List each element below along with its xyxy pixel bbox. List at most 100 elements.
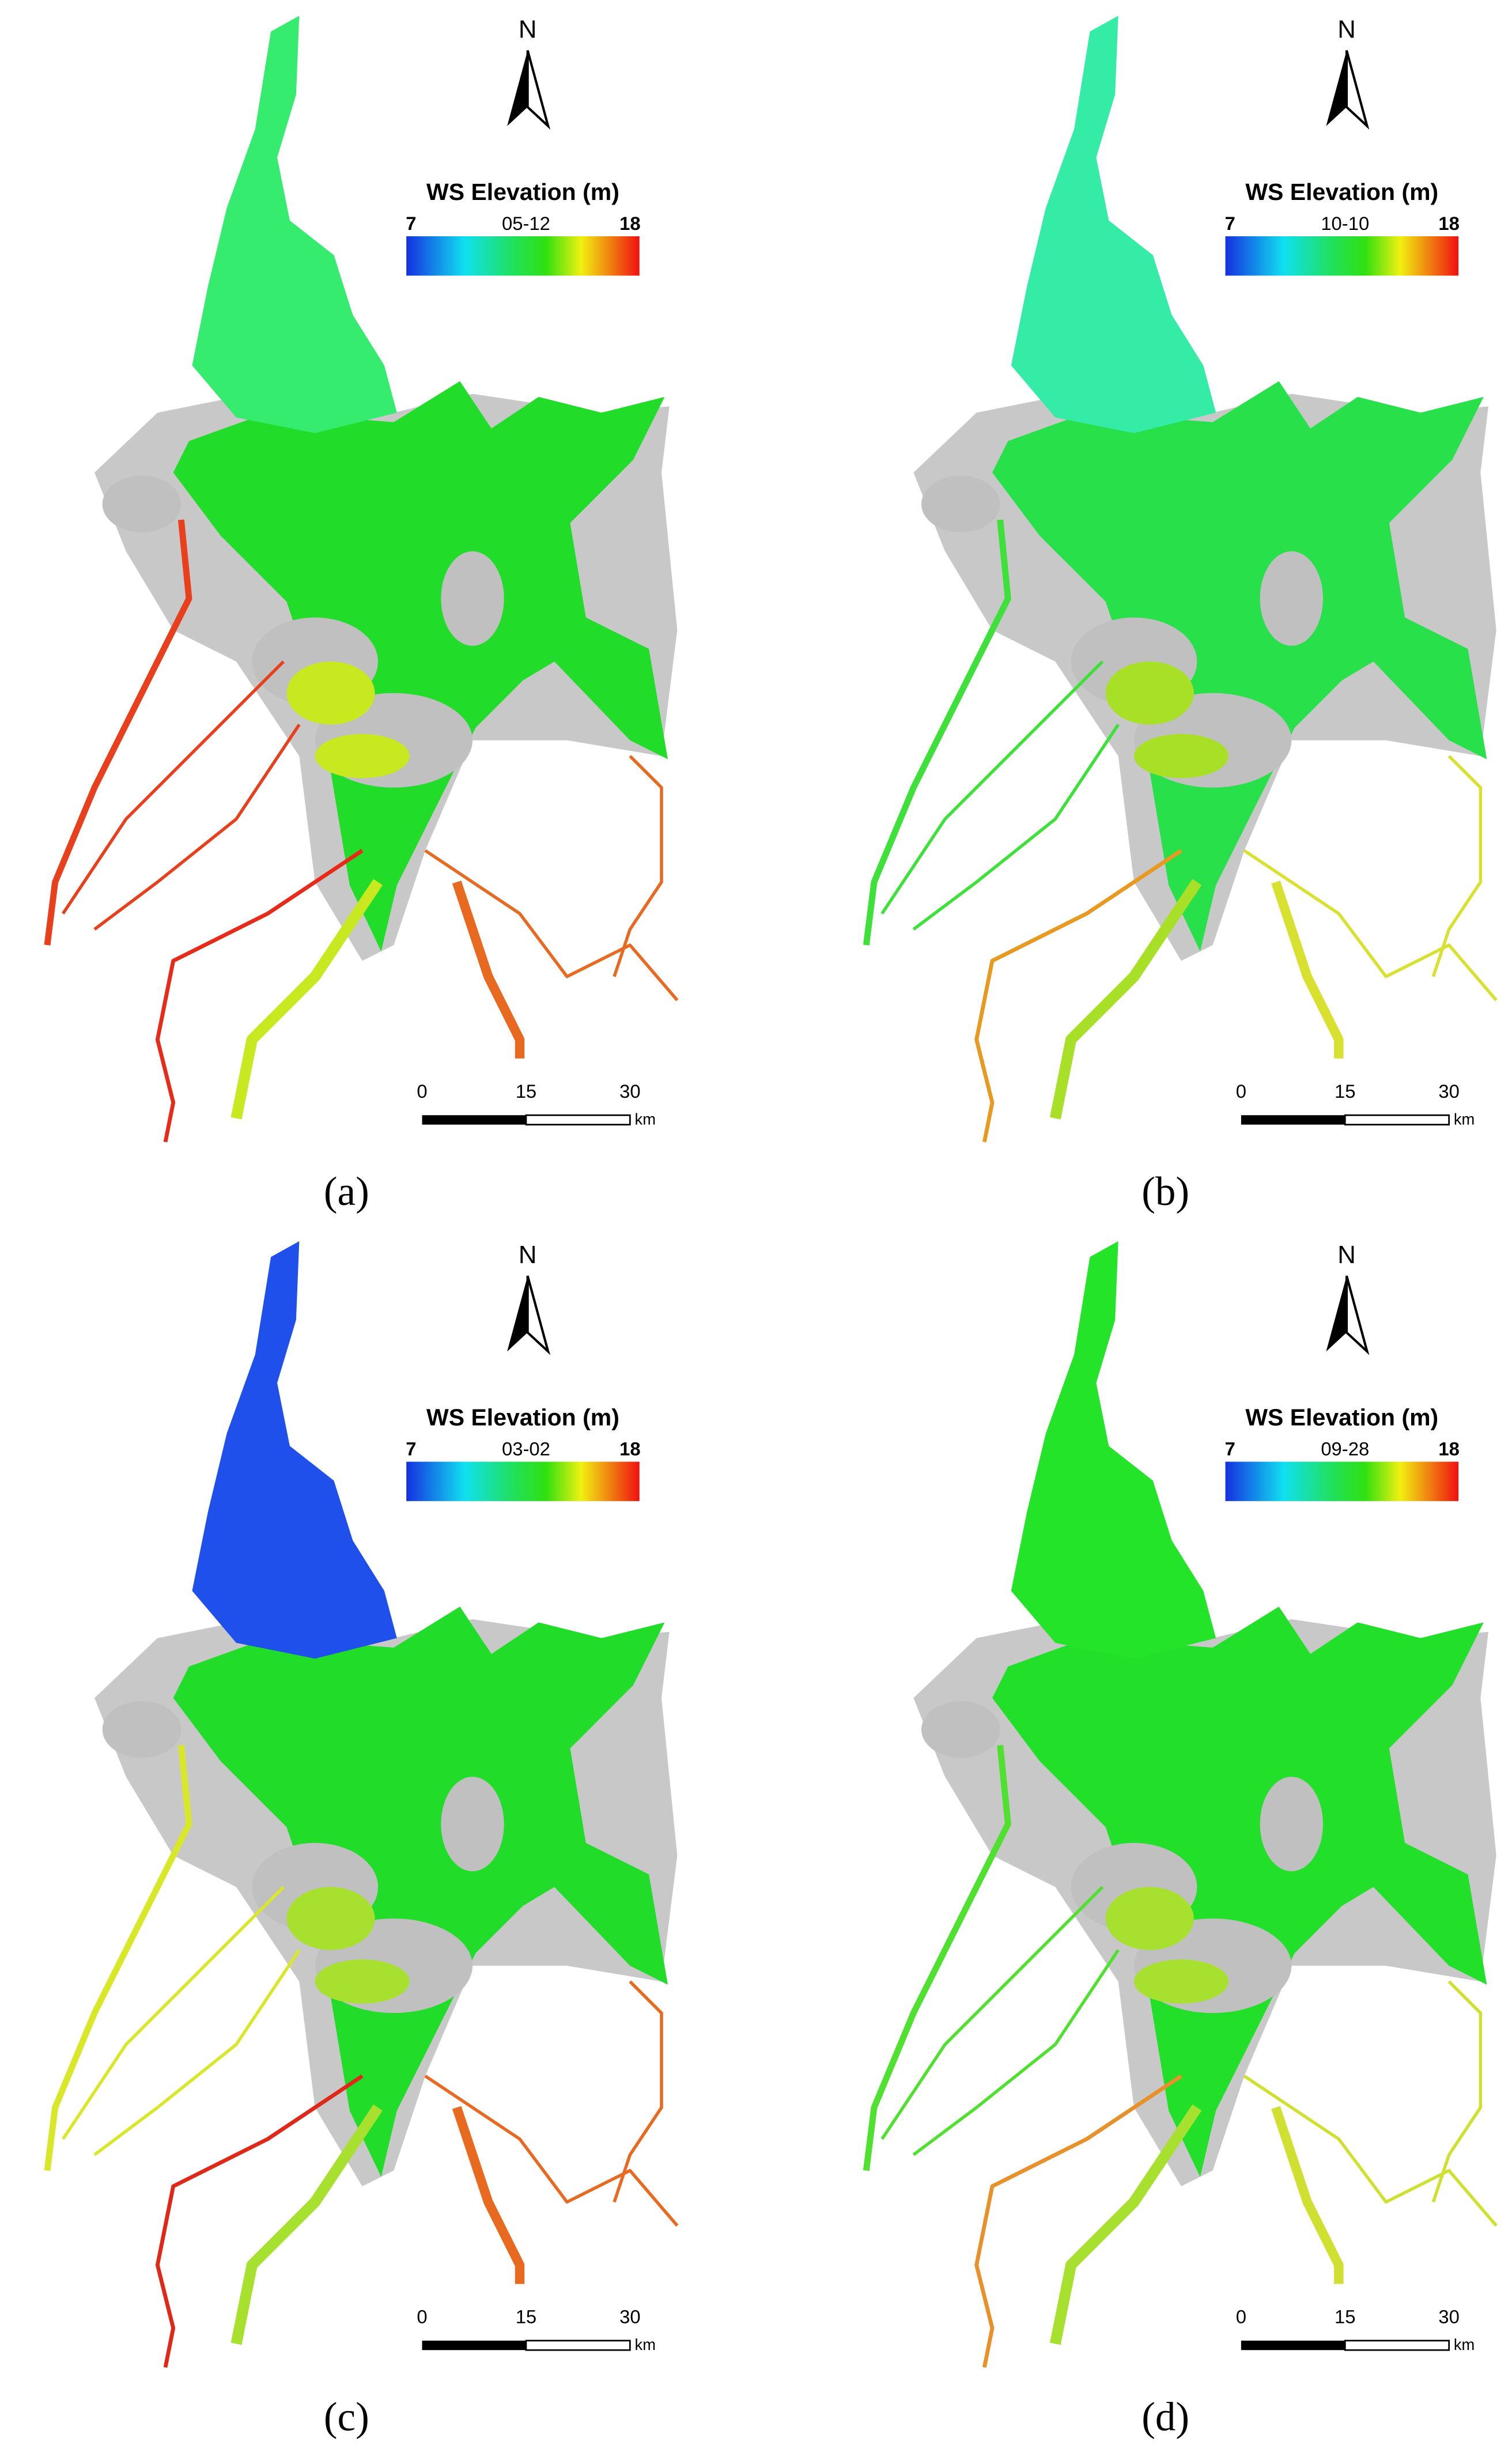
north-arrow	[1345, 50, 1370, 130]
scale-bar-light	[1344, 2340, 1450, 2351]
river	[613, 755, 663, 977]
floodplain	[1105, 662, 1194, 725]
map-panel: N WS Elevation (m) 7 05-12 18 0 15 30 km (a)	[44, 16, 679, 1214]
water-body	[173, 1607, 668, 2177]
scale-unit: km	[635, 2336, 656, 2353]
water-body	[173, 381, 668, 951]
river	[1049, 2104, 1202, 2345]
legend-date: 05-12	[502, 213, 550, 234]
river	[44, 1744, 192, 2171]
river	[62, 660, 285, 915]
legend-max: 18	[1438, 1438, 1459, 1460]
legend-date: 10-10	[1321, 213, 1369, 234]
scale-label: 0	[1236, 1080, 1246, 1102]
map-panel: N WS Elevation (m) 7 09-28 18 0 15 30 km (d)	[863, 1241, 1498, 2440]
scale-unit: km	[635, 1110, 656, 1128]
land-patch	[1260, 551, 1323, 646]
north-arm	[1011, 1241, 1216, 1659]
river	[1271, 881, 1344, 1059]
river	[44, 519, 192, 946]
floodplain	[286, 1887, 375, 1950]
legend-max: 18	[619, 213, 640, 234]
north-arm	[192, 16, 397, 433]
north-arrow	[507, 1276, 528, 1352]
scale-label: 15	[516, 1080, 536, 1102]
scale-bar-dark	[422, 2340, 526, 2351]
river	[93, 723, 301, 931]
floodplain	[1134, 734, 1228, 779]
north-arrow	[1345, 1275, 1370, 1355]
water-body	[992, 381, 1487, 951]
river	[452, 881, 525, 1059]
panel-label: (b)	[1141, 1169, 1189, 1214]
land-patch	[441, 1777, 504, 1872]
scale-label: 30	[1438, 2306, 1459, 2328]
north-arrow	[507, 50, 528, 126]
river	[452, 2106, 525, 2284]
color-ramp	[406, 236, 640, 276]
panel-label: (d)	[1141, 2395, 1189, 2440]
legend-max: 18	[619, 1438, 640, 1460]
floodplain	[315, 1959, 410, 2004]
river	[155, 2074, 364, 2368]
river	[230, 879, 383, 1120]
river	[93, 1949, 301, 2156]
color-ramp	[406, 1461, 640, 1501]
land-patch	[441, 551, 504, 646]
north-label: N	[1337, 16, 1356, 44]
river	[912, 723, 1120, 931]
north-arrow	[1326, 50, 1347, 126]
scale-label: 15	[1335, 2306, 1355, 2328]
river	[1243, 849, 1498, 1002]
floodplain	[315, 734, 410, 779]
north-label: N	[519, 16, 537, 44]
scale-bar-dark	[422, 1115, 526, 1125]
river	[880, 660, 1104, 915]
color-ramp	[1225, 1461, 1459, 1501]
map-panel: N WS Elevation (m) 7 03-02 18 0 15 30 km (c)	[44, 1241, 679, 2440]
scale-label: 0	[1236, 2306, 1246, 2328]
river	[880, 1886, 1104, 2140]
floodplain	[1134, 1959, 1228, 2004]
scale-unit: km	[1454, 1110, 1475, 1128]
river	[974, 2074, 1182, 2368]
scale-bar-dark	[1241, 2340, 1345, 2351]
river	[1431, 1980, 1483, 2203]
scale-bar-light	[525, 2340, 631, 2351]
scale-label: 30	[619, 2306, 640, 2328]
scale-unit: km	[1454, 2336, 1475, 2353]
legend-title: WS Elevation (m)	[426, 1404, 619, 1431]
north-label: N	[1337, 1241, 1356, 1269]
map-panel: N WS Elevation (m) 7 10-10 18 0 15 30 km (b)	[863, 16, 1498, 1214]
legend-min: 7	[1225, 213, 1235, 234]
river	[62, 1886, 285, 2140]
floodplain	[286, 662, 375, 725]
river	[230, 2104, 383, 2345]
legend-title: WS Elevation (m)	[1245, 179, 1438, 205]
legend-title: WS Elevation (m)	[426, 179, 619, 205]
river	[912, 1949, 1120, 2156]
scale-label: 15	[516, 2306, 536, 2328]
legend-min: 7	[406, 213, 416, 234]
river	[424, 2075, 679, 2227]
north-arm	[192, 1241, 397, 1659]
river	[613, 1980, 663, 2203]
scale-bar-dark	[1241, 1115, 1345, 1125]
river	[1049, 879, 1202, 1120]
land-patch	[102, 1701, 182, 1758]
river	[1243, 2075, 1498, 2227]
scale-label: 0	[417, 1080, 427, 1102]
legend-date: 03-02	[502, 1438, 550, 1460]
panel-label: (c)	[324, 2395, 369, 2440]
river	[155, 849, 364, 1143]
river	[974, 849, 1182, 1143]
scale-bar-light	[1344, 1114, 1450, 1125]
water-body	[992, 1607, 1487, 2177]
scale-label: 30	[619, 1080, 640, 1102]
scale-label: 30	[1438, 1080, 1459, 1102]
land-patch	[921, 1701, 1000, 1758]
legend-title: WS Elevation (m)	[1245, 1404, 1438, 1431]
color-ramp	[1225, 236, 1459, 276]
river	[1431, 755, 1483, 977]
